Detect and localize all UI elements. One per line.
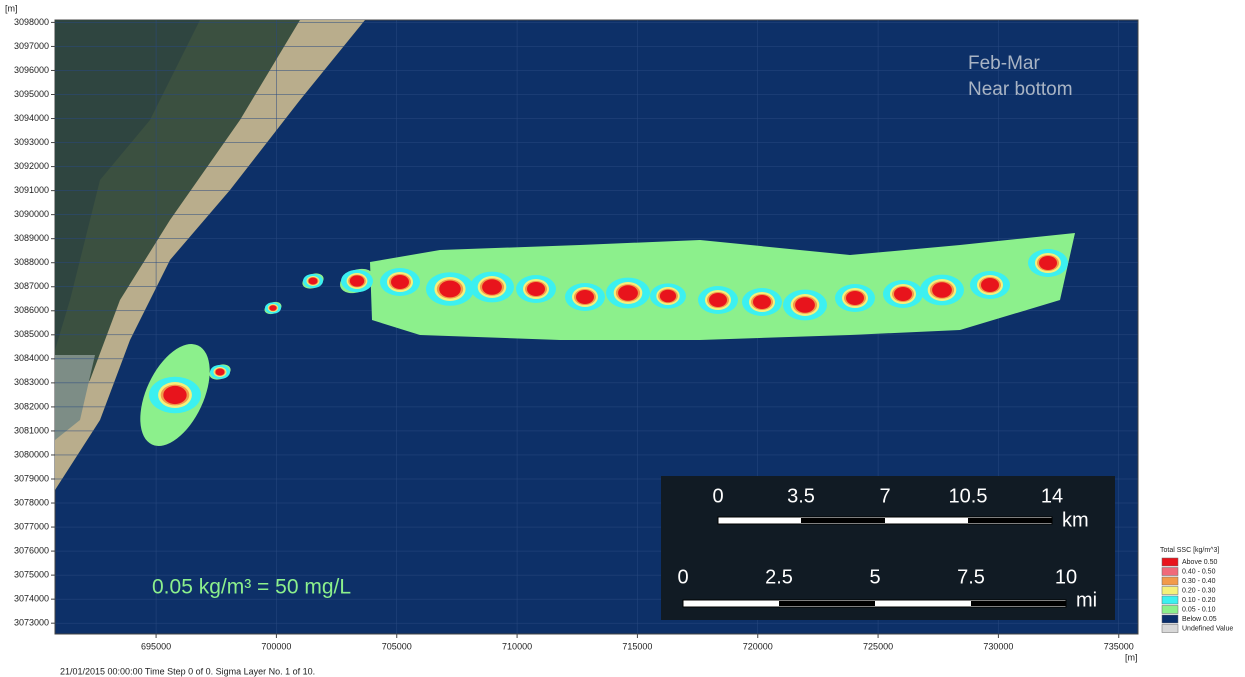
y-tick-label: 3076000 [14, 545, 49, 555]
legend-label: Below 0.05 [1182, 616, 1217, 623]
plume-blob [618, 285, 638, 300]
plume-blob [846, 291, 864, 305]
y-tick-label: 3087000 [14, 281, 49, 291]
plume-blob [482, 279, 502, 294]
plume-blob [660, 290, 676, 303]
y-tick-label: 3093000 [14, 137, 49, 147]
y-tick-label: 3074000 [14, 594, 49, 604]
legend-swatch [1162, 596, 1178, 604]
x-unit: [m] [1125, 652, 1138, 662]
scale-label: 7.5 [957, 566, 985, 588]
plume-blob [527, 282, 545, 296]
plume-blob [795, 297, 815, 312]
scale-label: 2.5 [765, 566, 793, 588]
y-tick-label: 3096000 [14, 65, 49, 75]
y-tick-label: 3081000 [14, 425, 49, 435]
plume-blob [576, 290, 594, 304]
y-tick-label: 3095000 [14, 89, 49, 99]
x-tick-label: 725000 [863, 641, 893, 651]
y-tick-label: 3086000 [14, 305, 49, 315]
plume-blob [894, 287, 912, 301]
legend-label: 0.20 - 0.30 [1182, 587, 1216, 594]
annotation: 0.05 kg/m³ = 50 mg/L [152, 576, 351, 599]
x-tick-label: 720000 [743, 641, 773, 651]
scale-unit: mi [1076, 589, 1097, 611]
y-tick-label: 3094000 [14, 113, 49, 123]
legend-label: Above 0.50 [1182, 559, 1218, 566]
scale-label: 10.5 [949, 485, 988, 507]
legend-swatch [1162, 577, 1178, 585]
y-tick-label: 3080000 [14, 449, 49, 459]
scale-label: 14 [1041, 485, 1063, 507]
x-tick-label: 695000 [141, 641, 171, 651]
plume-blob [216, 369, 225, 376]
plume-blob [439, 281, 461, 298]
scale-label: 7 [879, 485, 890, 507]
legend-swatch [1162, 606, 1178, 614]
plume-blob [981, 278, 999, 292]
legend-label: 0.40 - 0.50 [1182, 568, 1216, 575]
plume-blob [269, 305, 276, 311]
scale-label: 0 [677, 566, 688, 588]
x-tick-label: 715000 [622, 641, 652, 651]
plume-blob [163, 386, 186, 404]
scale-unit: km [1062, 509, 1089, 531]
annotation: Near bottom [968, 79, 1073, 100]
legend-label: 0.30 - 0.40 [1182, 578, 1216, 585]
y-unit: [m] [5, 3, 18, 13]
legend-label: 0.05 - 0.10 [1182, 606, 1216, 613]
y-tick-label: 3090000 [14, 209, 49, 219]
map-figure: [m] [m] Feb-Mar Near bottom 0.05 kg/m³ =… [0, 0, 1245, 677]
legend-swatch [1162, 568, 1178, 576]
y-tick-label: 3079000 [14, 473, 49, 483]
legend-label: 0.10 - 0.20 [1182, 597, 1216, 604]
y-tick-label: 3083000 [14, 377, 49, 387]
scale-label: 0 [712, 485, 723, 507]
legend-swatch [1162, 558, 1178, 566]
scale-label: 10 [1055, 566, 1077, 588]
y-tick-label: 3085000 [14, 329, 49, 339]
legend-swatch [1162, 587, 1178, 595]
legend-swatch [1162, 625, 1178, 633]
y-tick-label: 3089000 [14, 233, 49, 243]
y-tick-label: 3098000 [14, 17, 49, 27]
y-tick-label: 3078000 [14, 497, 49, 507]
annotation: Feb-Mar [968, 53, 1040, 74]
y-tick-label: 3084000 [14, 353, 49, 363]
x-tick-label: 735000 [1104, 641, 1134, 651]
y-tick-label: 3091000 [14, 185, 49, 195]
legend-label: Undefined Value [1182, 625, 1233, 632]
x-tick-label: 730000 [983, 641, 1013, 651]
scale-label: 3.5 [787, 485, 815, 507]
plume-blob [932, 282, 952, 297]
plume-blob [709, 293, 727, 307]
y-tick-label: 3082000 [14, 401, 49, 411]
scale-label: 5 [869, 566, 880, 588]
x-tick-label: 705000 [382, 641, 412, 651]
plume-blob [753, 295, 771, 309]
legend-title: Total SSC [kg/m^3] [1160, 547, 1219, 554]
plume-blob [309, 278, 318, 285]
y-tick-label: 3097000 [14, 41, 49, 51]
footer: 21/01/2015 00:00:00 Time Step 0 of 0. Si… [60, 666, 315, 676]
plume-blob [350, 275, 364, 286]
y-tick-label: 3088000 [14, 257, 49, 267]
plume-blob [391, 275, 409, 289]
x-tick-label: 710000 [502, 641, 532, 651]
y-tick-label: 3077000 [14, 521, 49, 531]
y-tick-label: 3075000 [14, 569, 49, 579]
legend-swatch [1162, 615, 1178, 623]
plume-blob [1039, 256, 1057, 270]
y-tick-label: 3073000 [14, 618, 49, 628]
y-tick-label: 3092000 [14, 161, 49, 171]
x-tick-label: 700000 [261, 641, 291, 651]
